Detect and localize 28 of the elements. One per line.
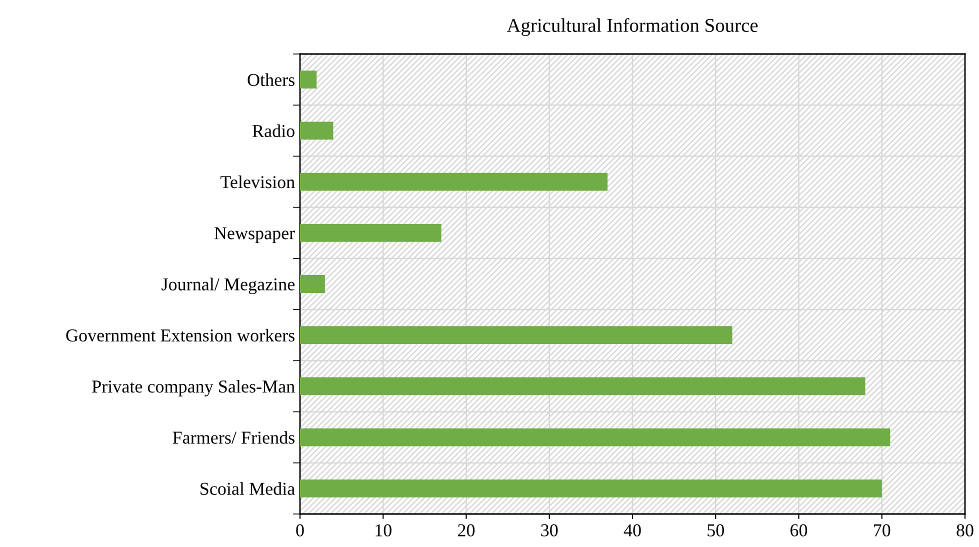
y-tick-label: Newspaper	[214, 227, 295, 243]
y-tick-label: Scoial Media	[200, 482, 295, 495]
x-tick-label: 0	[296, 524, 304, 536]
y-tick-label: Private company Sales-Man	[92, 380, 295, 396]
x-tick-label: 60	[790, 524, 808, 536]
bar	[300, 275, 325, 293]
chart-title: Agricultural Information Source	[506, 18, 758, 36]
bar	[300, 224, 442, 242]
y-tick-label: Radio	[252, 124, 294, 138]
x-tick-label: 80	[956, 524, 974, 536]
x-tick-label: 50	[708, 524, 724, 536]
bar	[300, 326, 732, 344]
y-tick-label: Others	[248, 73, 294, 86]
y-tick-label: Journal/ Megazine	[162, 278, 295, 294]
x-tick-label: 40	[624, 524, 641, 536]
bar	[300, 172, 608, 191]
bar	[300, 70, 317, 88]
x-tick-label: 30	[541, 524, 558, 536]
bar	[300, 122, 334, 140]
x-tick-label: 20	[458, 524, 475, 536]
y-tick-label: Farmers/ Friends	[172, 431, 294, 444]
bar	[300, 428, 890, 446]
y-tick-label: Government Extension workers	[66, 328, 294, 342]
x-tick-label: 70	[874, 524, 890, 536]
bar	[300, 377, 866, 396]
bar	[300, 480, 882, 498]
y-tick-label: Television	[220, 176, 295, 188]
x-tick-label: 10	[376, 524, 392, 536]
